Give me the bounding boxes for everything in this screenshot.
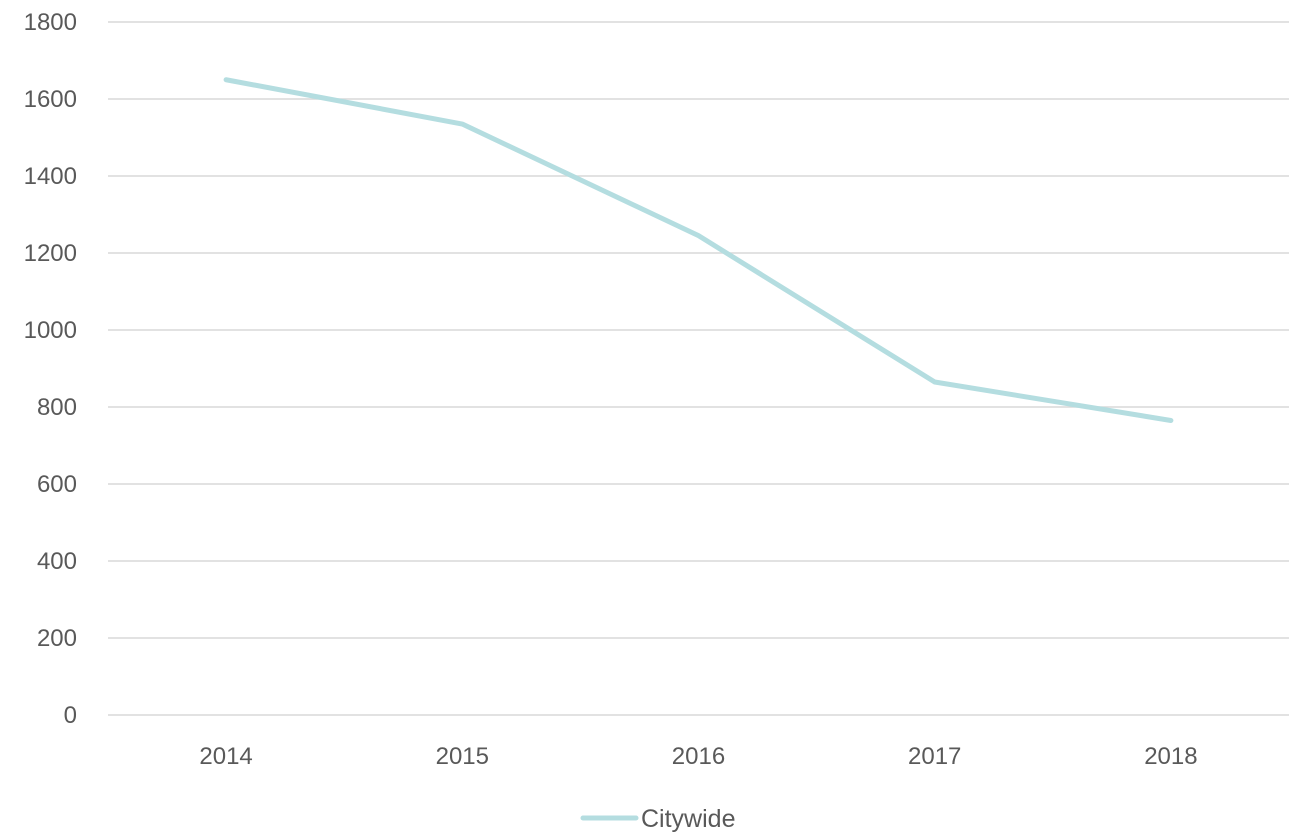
legend-label: Citywide	[641, 805, 735, 833]
y-tick-label: 600	[37, 471, 77, 498]
y-tick-label: 400	[37, 548, 77, 575]
gridlines	[108, 21, 1289, 716]
y-tick-label: 1400	[24, 163, 77, 190]
series-lines	[223, 77, 1174, 423]
x-tick-label: 2014	[199, 743, 252, 770]
y-tick-label: 1600	[24, 86, 77, 113]
x-tick-label: 2018	[1144, 743, 1197, 770]
y-tick-label: 200	[37, 625, 77, 652]
y-tick-label: 1200	[24, 240, 77, 267]
y-tick-label: 1800	[24, 9, 77, 36]
x-tick-label: 2016	[672, 743, 725, 770]
y-axis-tick-labels: 0 200 400 600 800 1000 1200 1400 1600 1800	[24, 9, 77, 729]
x-tick-label: 2015	[436, 743, 489, 770]
x-tick-label: 2017	[908, 743, 961, 770]
y-tick-label: 1000	[24, 317, 77, 344]
y-tick-label: 800	[37, 394, 77, 421]
series-line-0	[223, 77, 1174, 423]
y-tick-label: 0	[64, 702, 77, 729]
x-axis-tick-labels: 2014 2015 2016 2017 2018	[199, 743, 1197, 770]
legend: Citywide	[580, 805, 735, 833]
